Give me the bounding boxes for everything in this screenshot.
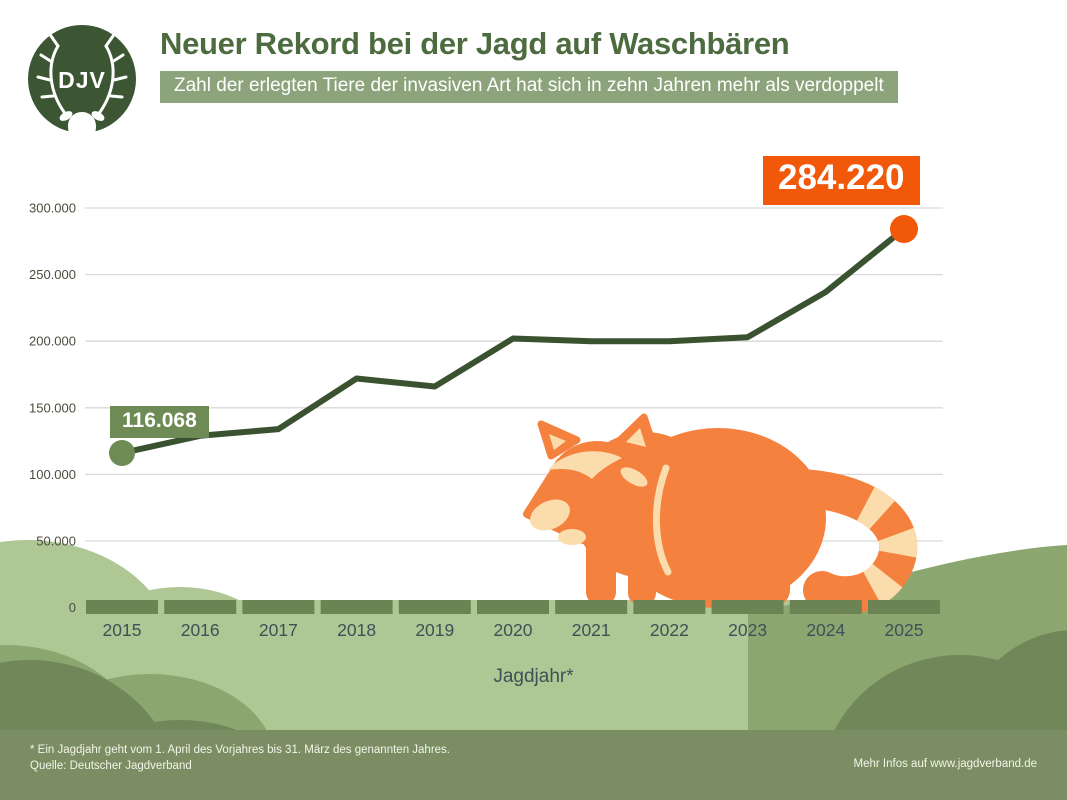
year-label: 2023 [728,620,767,640]
x-axis-segment [633,600,706,614]
data-point-end [890,215,918,244]
y-tick-label: 0 [69,600,76,615]
year-label: 2015 [103,620,142,640]
footnote-line2: Quelle: Deutscher Jagdverband [30,759,192,772]
more-info-link: Mehr Infos auf www.jagdverband.de [853,758,1037,770]
year-label: 2022 [650,620,689,640]
x-axis-caption: Jagdjahr* [493,666,574,687]
trend-line [119,226,907,456]
raccoon-tail [781,469,918,615]
x-axis-segment [86,600,158,614]
x-axis-segment [711,600,784,614]
raccoon-muzzle [530,499,570,531]
x-axis-segment [398,600,471,614]
value-badge-2015: 116.068 [110,406,209,438]
x-axis-segment [320,600,393,614]
raccoon-chin [558,529,586,545]
y-tick-label: 150.000 [29,400,76,415]
y-axis-labels: 0 50.000 100.000 150.000 200.000 250.000 300.0… [29,201,76,616]
subtitle-banner: Zahl der erlegten Tiere der invasiven Ar… [160,71,898,103]
year-label: 2024 [806,620,845,640]
raccoon-brow [548,451,622,479]
raccoon-illustration [523,413,918,615]
x-axis-segment [164,600,237,614]
year-label: 2025 [885,620,924,640]
value-badge-2025: 284.220 [763,156,920,205]
page-title: Neuer Rekord bei der Jagd auf Waschbären [160,26,790,61]
logo-text: DJV [58,67,106,93]
raccoon-inner-ear [626,428,646,447]
year-label: 2016 [181,620,220,640]
djv-logo: DJV [28,25,136,158]
year-label: 2021 [572,620,611,640]
year-label: 2019 [415,620,454,640]
footnote-line1: * Ein Jagdjahr geht vom 1. April des Vor… [30,744,450,756]
x-axis-segment [555,600,628,614]
raccoon-inner-ear [549,434,566,450]
y-tick-label: 250.000 [29,267,76,282]
y-tick-label: 200.000 [29,334,76,349]
x-axis: 2015 2016 2017 2018 2019 2020 2021 2022 2023 2024… [86,600,940,640]
y-tick-label: 300.000 [29,201,76,216]
year-label: 2017 [259,620,298,640]
antlers-icon [36,34,128,114]
year-label: 2020 [494,620,533,640]
data-point-start [109,439,135,466]
x-axis-segment [242,600,315,614]
year-label: 2018 [337,620,376,640]
y-tick-label: 100.000 [29,467,76,482]
trend-series [109,215,918,466]
y-tick-label: 50.000 [36,534,76,549]
footnote: * Ein Jagdjahr geht vom 1. April des Vor… [30,743,450,774]
footer-bar: * Ein Jagdjahr geht vom 1. April des Vor… [0,730,1067,800]
x-axis-segment [789,600,862,614]
deer-head-icon [59,111,105,158]
x-axis-segment [868,600,940,614]
raccoon-fur-highlight [652,464,672,576]
raccoon-cheek [620,467,648,487]
x-axis-segment [477,600,549,614]
